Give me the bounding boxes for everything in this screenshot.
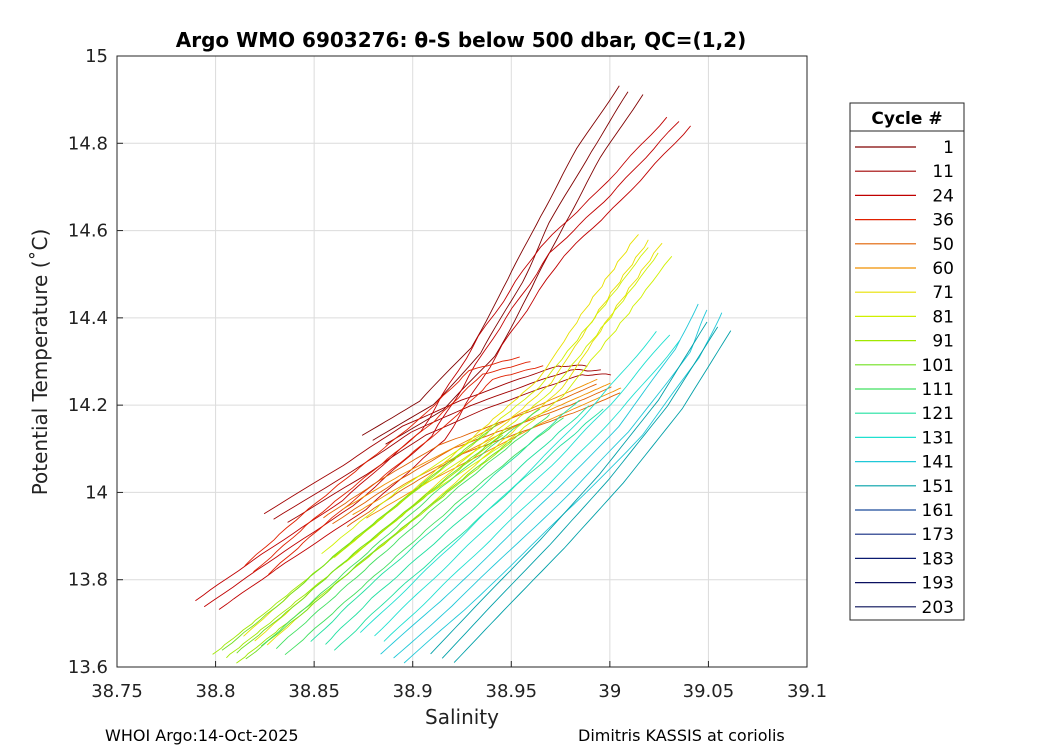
- series-line-cycle-121: [325, 405, 590, 645]
- legend-label: 101: [922, 356, 954, 376]
- legend-label: 193: [922, 574, 954, 594]
- legend-label: 1: [943, 138, 954, 158]
- series-line-cycle-60: [342, 378, 598, 510]
- x-tick-labels: 38.75 38.8 38.85 38.9 38.95 39 39.05 39.1: [91, 681, 827, 702]
- legend-label: 161: [922, 501, 954, 521]
- series-line-cycle-101: [236, 426, 513, 654]
- series-line-cycle-11: [287, 373, 612, 523]
- chart-title: Argo WMO 6903276: θ-S below 500 dbar, QC…: [176, 28, 746, 52]
- series-line-cycle-60: [366, 387, 622, 519]
- legend-label: 36: [932, 211, 954, 231]
- y-tick-label: 13.6: [68, 657, 108, 678]
- footer-right: Dimitris KASSIS at coriolis: [578, 726, 785, 745]
- legend-label: 24: [932, 186, 954, 206]
- series-line-cycle-121: [333, 408, 604, 651]
- x-tick-label: 38.75: [91, 681, 143, 702]
- x-tick-label: 38.9: [393, 681, 433, 702]
- series-line-cycle-1: [385, 94, 644, 445]
- y-tick-label: 14.4: [68, 308, 108, 329]
- series-line-cycle-101: [221, 422, 499, 651]
- y-axis-label: Potential Temperature (˚C): [28, 229, 52, 496]
- series-line-cycle-81: [321, 247, 649, 555]
- x-tick-label: 38.8: [196, 681, 236, 702]
- series-line-cycle-1: [361, 85, 620, 436]
- series-line-cycle-131: [374, 334, 671, 637]
- legend-label: 131: [922, 428, 954, 448]
- x-tick-label: 38.95: [486, 681, 538, 702]
- series-line-cycle-111: [275, 414, 551, 650]
- y-tick-label: 14.2: [68, 395, 108, 416]
- legend-label: 141: [922, 453, 954, 473]
- series-line-cycle-36: [253, 361, 531, 573]
- legend-label: 71: [932, 283, 954, 303]
- y-tick-label: 14: [85, 482, 108, 503]
- legend-label: 173: [922, 525, 954, 545]
- footer-left: WHOI Argo:14-Oct-2025: [105, 726, 299, 745]
- legend-label: 121: [922, 404, 954, 424]
- series-line-cycle-24: [218, 125, 691, 610]
- legend-title: Cycle #: [871, 109, 942, 129]
- y-tick-label: 15: [85, 46, 108, 67]
- x-tick-label: 39.1: [787, 681, 827, 702]
- series-line-cycle-24: [203, 121, 680, 608]
- legend-label: 183: [922, 549, 954, 569]
- series-line-cycle-36: [244, 356, 520, 567]
- series-line-cycle-91: [226, 434, 503, 659]
- series-line-cycle-1: [372, 91, 629, 441]
- legend-label: 50: [932, 235, 954, 255]
- legend-label: 81: [932, 307, 954, 327]
- series-line-cycle-131: [359, 331, 657, 633]
- series-line-cycle-60: [352, 382, 611, 516]
- plot-area: 38.75 38.8 38.85 38.9 38.95 39 39.05 39.1 13.61…: [68, 46, 827, 702]
- series-line-cycle-50: [323, 383, 597, 519]
- legend-label: 111: [922, 380, 954, 400]
- axes-box: [116, 55, 808, 668]
- y-tick-label: 13.8: [68, 570, 108, 591]
- legend-label: 60: [932, 259, 954, 279]
- series-line-cycle-81: [333, 252, 659, 559]
- x-tick-label: 38.85: [288, 681, 340, 702]
- series-line-cycle-11: [273, 369, 601, 520]
- x-tick-label: 39: [598, 681, 621, 702]
- y-tick-labels: 13.6 13.8 14 14.2 14.4 14.6 14.8 15: [68, 46, 108, 678]
- series-line-cycle-151: [430, 321, 708, 655]
- y-tick-label: 14.8: [68, 133, 108, 154]
- series-line-cycle-151: [441, 326, 719, 659]
- series-line-cycle-141: [403, 312, 723, 664]
- series-line-cycle-36: [268, 365, 544, 575]
- series-line-cycle-101: [245, 431, 523, 660]
- series-layer: [195, 85, 732, 664]
- series-line-cycle-141: [380, 303, 699, 655]
- series-line-cycle-131: [383, 339, 681, 642]
- series-line-cycle-121: [310, 399, 580, 642]
- legend: Cycle # 11124365060718191101111121131141…: [849, 102, 965, 621]
- legend-label: 151: [922, 477, 954, 497]
- x-axis-label: Salinity: [425, 705, 499, 729]
- legend-items: 1112436506071819110111112113114115116117…: [855, 138, 954, 618]
- legend-label: 203: [922, 598, 954, 618]
- x-tick-label: 39.05: [683, 681, 735, 702]
- y-tick-label: 14.6: [68, 221, 108, 242]
- legend-label: 11: [932, 162, 954, 182]
- legend-label: 91: [932, 332, 954, 352]
- series-line-cycle-151: [453, 330, 732, 663]
- series-line-cycle-11: [263, 364, 588, 515]
- series-line-cycle-24: [195, 116, 668, 602]
- series-line-cycle-141: [393, 309, 708, 659]
- series-line-cycle-111: [261, 408, 541, 647]
